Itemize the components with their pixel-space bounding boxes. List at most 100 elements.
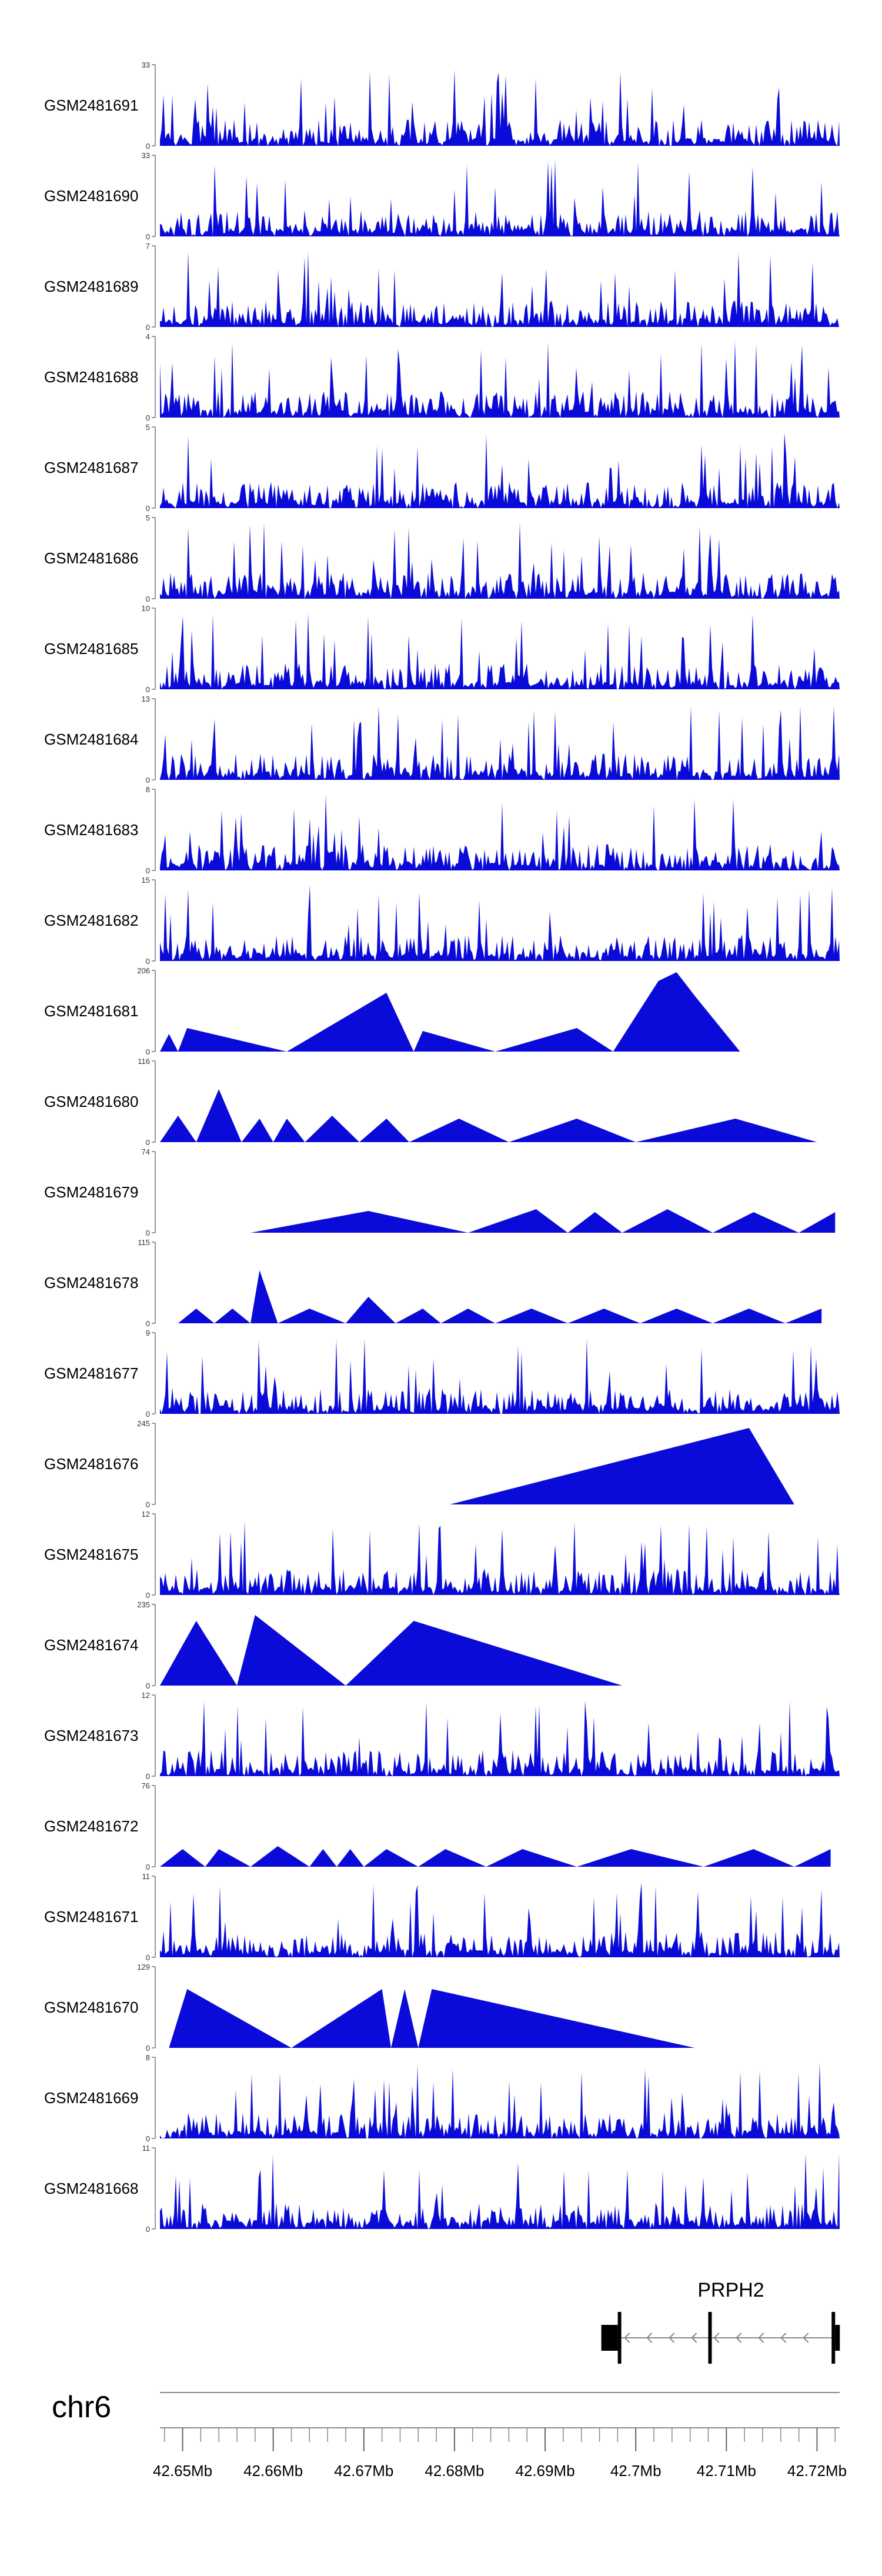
coverage-track: GSM2481669 8 0 (44, 2053, 840, 2143)
coverage-area (160, 1521, 840, 1595)
y-min-label: 0 (146, 957, 150, 966)
y-max-label: 116 (138, 1057, 150, 1066)
y-min-label: 0 (146, 413, 150, 422)
gene-exon (831, 2312, 836, 2364)
y-min-label: 0 (146, 2225, 150, 2234)
y-max-label: 235 (137, 1600, 150, 1609)
chromosome-label: chr6 (52, 2390, 111, 2424)
y-max-label: 206 (137, 966, 150, 975)
coverage-track: GSM2481676 245 0 (44, 1419, 794, 1509)
y-min-label: 0 (146, 1953, 150, 1962)
coverage-area (160, 433, 840, 508)
coverage-track: GSM2481688 4 0 (44, 332, 840, 422)
track-label: GSM2481671 (44, 1908, 138, 1926)
gene-label: PRPH2 (697, 2279, 764, 2301)
track-label: GSM2481675 (44, 1546, 138, 1563)
track-label: GSM2481673 (44, 1727, 138, 1744)
track-label: GSM2481677 (44, 1364, 138, 1382)
track-label: GSM2481688 (44, 368, 138, 386)
track-label: GSM2481686 (44, 549, 138, 567)
y-min-label: 0 (146, 1410, 150, 1419)
coverage-area (160, 2063, 840, 2138)
coverage-tracks: GSM2481691330GSM2481690330GSM248168970GS… (44, 61, 840, 2234)
coverage-track: GSM2481685 10 0 (44, 604, 840, 694)
coverage-area (160, 972, 740, 1052)
coverage-track: GSM2481672 76 0 (44, 1781, 831, 1871)
y-min-label: 0 (146, 504, 150, 513)
coverage-track: GSM2481682 15 0 (44, 876, 840, 966)
y-min-label: 0 (146, 232, 150, 241)
axis-tick-label: 42.67Mb (334, 2462, 393, 2480)
y-max-label: 5 (146, 423, 150, 432)
y-max-label: 9 (146, 1329, 150, 1337)
y-min-label: 0 (146, 2134, 150, 2143)
coverage-area (160, 795, 840, 870)
track-label: GSM2481689 (44, 278, 138, 295)
y-min-label: 0 (146, 142, 150, 151)
track-label: GSM2481672 (44, 1817, 138, 1835)
y-max-label: 74 (142, 1147, 150, 1156)
y-max-label: 15 (142, 876, 150, 885)
y-max-label: 76 (142, 1781, 150, 1790)
coverage-area (169, 1989, 695, 2048)
track-label: GSM2481685 (44, 640, 138, 658)
axis-tick-label: 42.71Mb (697, 2462, 756, 2480)
strand-arrow (803, 2333, 809, 2343)
gene-exon (601, 2325, 618, 2351)
y-max-label: 12 (142, 1691, 150, 1700)
y-max-label: 129 (137, 1963, 150, 1971)
coverage-area (160, 1339, 840, 1414)
strand-arrow (713, 2333, 720, 2343)
y-max-label: 13 (142, 695, 150, 703)
coverage-track: GSM2481683 8 0 (44, 785, 840, 875)
track-label: GSM2481670 (44, 1998, 138, 2016)
gene-exon (835, 2325, 840, 2351)
coverage-track: GSM2481684 13 0 (44, 695, 840, 785)
axis-tick-label: 42.69Mb (515, 2462, 574, 2480)
track-label: GSM2481680 (44, 1093, 138, 1110)
y-max-label: 7 (146, 242, 150, 251)
coverage-area (160, 613, 840, 689)
coverage-track: GSM2481689 7 0 (44, 242, 840, 332)
track-label: GSM2481684 (44, 730, 138, 748)
track-label: GSM2481690 (44, 187, 138, 205)
y-max-label: 33 (142, 151, 150, 160)
y-max-label: 10 (142, 604, 150, 613)
coverage-area (160, 1615, 623, 1686)
coverage-area (160, 160, 840, 236)
track-label: GSM2481668 (44, 2180, 138, 2197)
y-min-label: 0 (146, 1772, 150, 1781)
coverage-area (160, 1846, 831, 1867)
y-max-label: 8 (146, 2053, 150, 2062)
coverage-track: GSM2481673 12 0 (44, 1691, 840, 1781)
coverage-track: GSM2481686 5 0 (44, 513, 840, 603)
y-min-label: 0 (146, 2044, 150, 2053)
coverage-area (160, 2153, 840, 2229)
y-max-label: 115 (138, 1238, 150, 1247)
axis-tick-label: 42.72Mb (787, 2462, 847, 2480)
y-min-label: 0 (146, 1681, 150, 1690)
y-min-label: 0 (146, 1319, 150, 1328)
genome-axis: chr6 42.65Mb 42.66Mb 42.67Mb 42.68Mb 42.69Mb… (52, 2390, 847, 2480)
y-max-label: 11 (142, 2144, 151, 2153)
coverage-area (160, 1701, 840, 1776)
gene-exon (617, 2312, 622, 2364)
strand-arrow (691, 2333, 697, 2343)
coverage-track: GSM2481675 12 0 (44, 1510, 840, 1600)
y-max-label: 12 (142, 1510, 150, 1519)
track-label: GSM2481691 (44, 96, 138, 114)
coverage-area (450, 1428, 794, 1504)
y-min-label: 0 (146, 1863, 150, 1871)
coverage-track: GSM2481691 33 0 (44, 61, 840, 151)
strand-arrow (780, 2333, 787, 2343)
coverage-track: GSM2481680 116 0 (44, 1057, 817, 1147)
y-min-label: 0 (146, 685, 150, 694)
y-max-label: 33 (142, 61, 150, 69)
coverage-area (178, 1270, 822, 1323)
axis-tick-label: 42.68Mb (425, 2462, 484, 2480)
y-max-label: 11 (142, 1872, 151, 1881)
y-min-label: 0 (146, 1500, 150, 1509)
y-max-label: 4 (146, 332, 150, 341)
y-min-label: 0 (146, 1047, 150, 1056)
track-label: GSM2481678 (44, 1274, 138, 1292)
